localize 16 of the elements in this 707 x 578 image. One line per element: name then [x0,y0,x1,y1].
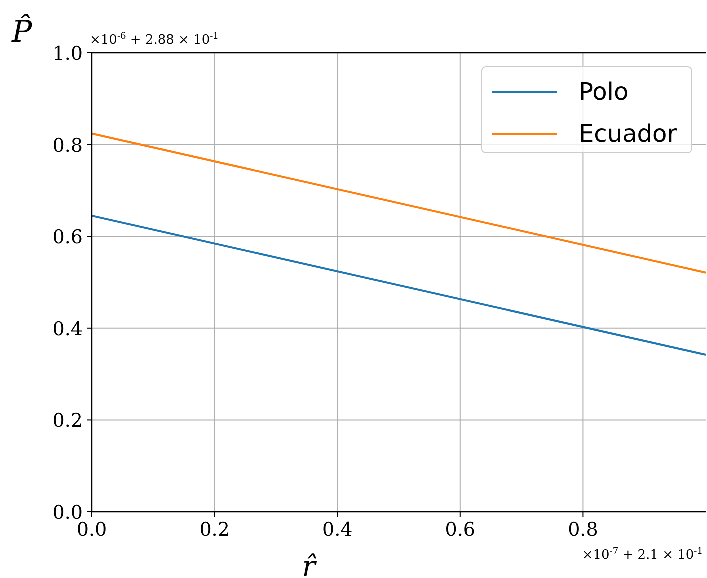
y-tick-label: 0.8 [52,134,83,157]
x-tick-label: 0.8 [568,519,598,541]
text: ×10$^{-7}$ + 2.1 × 10$^{-1}$ [582,547,703,563]
x-axis-title: r̂ [302,550,318,578]
x-tick-label: 0.2 [200,519,230,541]
text: ×10$^{-6}$ + 2.88 × 10$^{-1}$ [90,32,219,48]
y-tick-label: 0.6 [52,226,83,249]
x-tick-label: 0.0 [76,519,108,541]
x-tick-label: 0.4 [322,519,353,541]
y-tick-label: 0.2 [52,410,83,432]
x-tick-label: 0.6 [445,519,476,541]
legend-label: Ecuador [579,120,678,148]
y-axis-title: P̂ [11,14,33,50]
legend-label: Polo [579,78,629,106]
y-tick-label: 0.4 [52,318,83,340]
y-tick-label: 1.0 [52,43,83,65]
